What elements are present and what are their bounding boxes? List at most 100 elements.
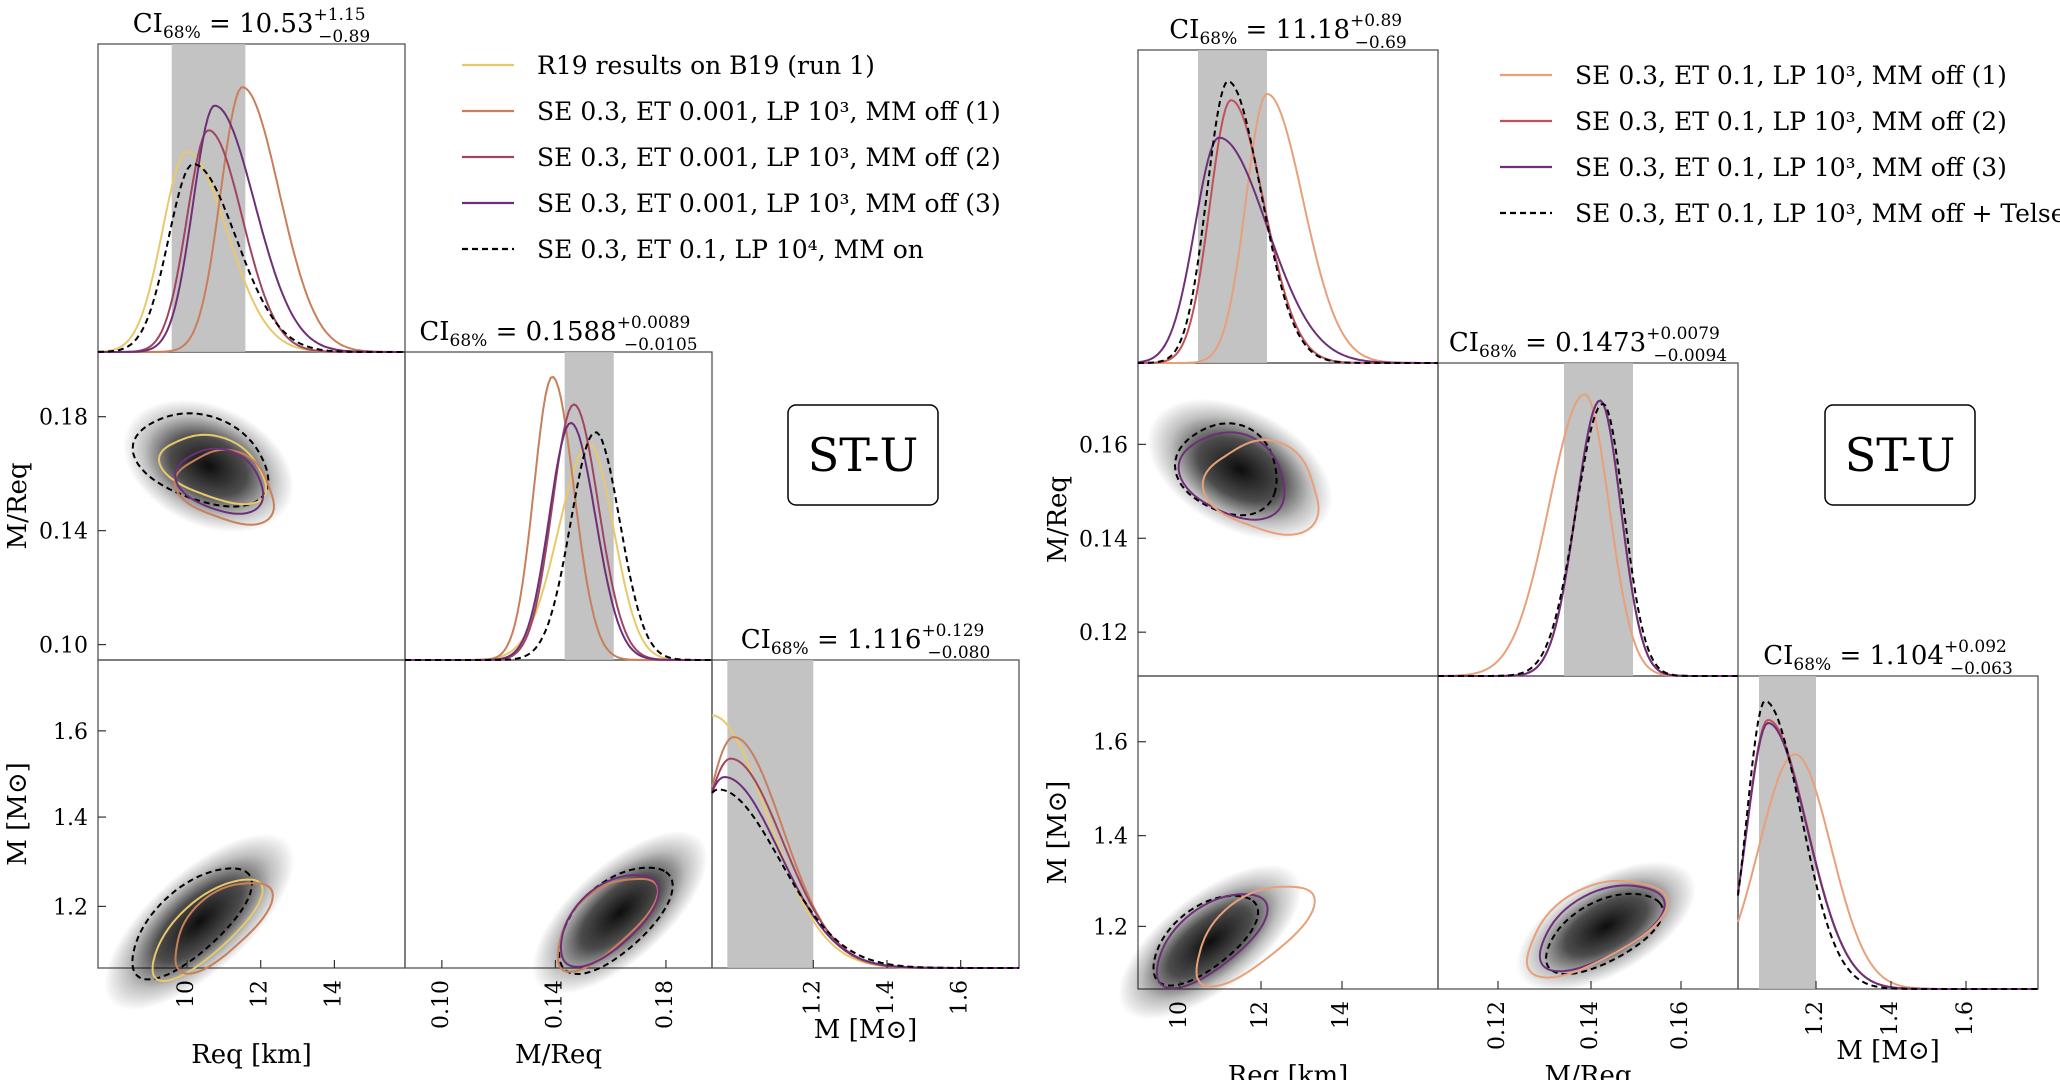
marginal-line <box>98 86 405 353</box>
y-tick-label: 0.14 <box>39 520 88 545</box>
contour-line <box>556 877 660 973</box>
axes-box <box>711 659 1020 969</box>
badge-label: ST-U <box>808 428 919 482</box>
marginal-line <box>98 129 405 353</box>
badge-box <box>1824 404 1976 506</box>
y-tick-label: 1.2 <box>1093 915 1128 940</box>
y-tick-label: 1.6 <box>1093 731 1128 756</box>
y-axis-label-m: M [M⊙] <box>1043 781 1073 885</box>
axes-box <box>1737 675 2039 990</box>
contour-line <box>558 866 674 976</box>
y-tick-label: 1.6 <box>53 720 88 745</box>
ci-label-req: CI68% = 11.18+0.89 −0.69 <box>1169 11 1406 53</box>
marginal-line <box>405 375 712 661</box>
contour-line <box>173 448 275 526</box>
legend-label: R19 results on B19 (run 1) <box>537 51 875 80</box>
y-axis-label-m: M [M⊙] <box>3 762 33 866</box>
contour-line <box>174 447 265 515</box>
x-axis-label-mr: M/Req <box>1545 1061 1632 1080</box>
axes-box <box>404 351 713 661</box>
legend-label: SE 0.3, ET 0.1, LP 10⁴, MM on <box>537 235 924 264</box>
ci-band <box>564 352 614 660</box>
contour-line <box>1177 431 1286 521</box>
x-tick-label: 14 <box>321 980 346 1008</box>
x-tick-label: 0.16 <box>1668 1001 1693 1050</box>
ci-band <box>1198 50 1267 363</box>
x-tick-label: 0.14 <box>542 980 567 1029</box>
y-tick-label: 1.2 <box>53 895 88 920</box>
x-tick-label: 10 <box>174 980 199 1008</box>
x-tick-label: 14 <box>1329 1001 1354 1029</box>
x-tick-label: 12 <box>248 980 273 1008</box>
legend-label: SE 0.3, ET 0.1, LP 10³, MM off + Telse <box>1575 199 2060 228</box>
x-axis-label-m: M [M⊙] <box>1836 1036 1940 1066</box>
badge-box <box>787 404 939 506</box>
contour-line <box>1201 438 1320 536</box>
marginal-line <box>1138 80 1438 364</box>
x-tick-label: 1.4 <box>874 980 899 1015</box>
x-tick-label: 10 <box>1167 1001 1192 1029</box>
marginal-line <box>1138 92 1438 364</box>
contour-line <box>131 867 254 981</box>
contour-line <box>1525 879 1669 979</box>
right-corner-plot: 10 12 14 0.12 0.14 0.16 1.2 1.4 1.6 0.12 0.14 0.16 1… <box>1043 11 2060 1080</box>
marginal-line <box>1737 721 2038 990</box>
x-tick-label: 1.4 <box>1878 1001 1903 1036</box>
y-tick-label: 0.14 <box>1079 527 1128 552</box>
contour-line <box>131 412 270 508</box>
contour-line <box>1155 893 1269 990</box>
x-tick-label: 0.14 <box>1578 1001 1603 1050</box>
x-axis-label-mr: M/Req <box>515 1040 602 1070</box>
contour-line <box>1173 422 1278 517</box>
y-axis-label-mr: M/Req <box>3 463 33 550</box>
marginal-line <box>98 104 405 353</box>
ci-label-req: CI68% = 10.53+1.15 −0.89 <box>133 5 370 47</box>
contour-line <box>1152 894 1260 987</box>
y-tick-label: 0.12 <box>1079 621 1128 646</box>
x-axis-label-m: M [M⊙] <box>814 1015 918 1045</box>
marginal-line <box>405 443 712 661</box>
axes-box <box>1137 49 1439 364</box>
marginal-line <box>405 421 712 661</box>
legend-label: SE 0.3, ET 0.001, LP 10³, MM off (1) <box>537 97 1001 126</box>
left-corner-plot: 10 12 14 0.10 0.14 0.18 1.2 1.4 1.6 0.10 0.14 0.18 1… <box>3 5 1020 1070</box>
ci-band <box>1759 676 1816 989</box>
legend-label: SE 0.3, ET 0.1, LP 10³, MM off (3) <box>1575 153 2007 182</box>
ci-band <box>171 44 246 352</box>
density-blob <box>104 833 295 1011</box>
y-axis-label-mr: M/Req <box>1043 476 1073 563</box>
density-blob <box>1147 398 1333 541</box>
marginal-line <box>711 788 1019 969</box>
ci-label-m: CI68% = 1.104+0.092 −0.063 <box>1763 637 2013 679</box>
y-tick-label: 0.18 <box>39 406 88 431</box>
legend-label: SE 0.3, ET 0.001, LP 10³, MM off (2) <box>537 143 1001 172</box>
x-tick-label: 0.10 <box>429 980 454 1029</box>
contour-line <box>1544 892 1665 976</box>
x-tick-label: 1.2 <box>800 980 825 1015</box>
contour-line <box>157 433 268 506</box>
density-blob <box>532 830 708 995</box>
legend-label: SE 0.3, ET 0.1, LP 10³, MM off (1) <box>1575 61 2007 90</box>
contour-line <box>560 874 660 968</box>
contour-line <box>1195 885 1316 988</box>
ci-label-m: CI68% = 1.116+0.129 −0.080 <box>741 621 991 663</box>
density-blob <box>1118 864 1302 1020</box>
contour-line <box>151 878 264 983</box>
density-blob <box>1516 861 1696 992</box>
marginal-line <box>1137 136 1438 364</box>
x-tick-label: 1.6 <box>1953 1001 1978 1036</box>
legend-label: SE 0.3, ET 0.001, LP 10³, MM off (3) <box>537 189 1001 218</box>
legend-label: SE 0.3, ET 0.1, LP 10³, MM off (2) <box>1575 107 2007 136</box>
y-tick-label: 1.4 <box>53 806 88 831</box>
x-tick-label: 12 <box>1248 1001 1273 1029</box>
x-tick-label: 1.2 <box>1803 1001 1828 1036</box>
badge-label: ST-U <box>1845 428 1956 482</box>
marginal-line <box>97 163 405 353</box>
x-tick-label: 1.6 <box>948 980 973 1015</box>
x-tick-label: 0.18 <box>653 980 678 1029</box>
ci-label-mr: CI68% = 0.1473+0.0079 −0.0094 <box>1449 324 1727 366</box>
y-tick-label: 0.10 <box>39 634 88 659</box>
marginal-line <box>405 431 712 661</box>
density-blob <box>123 399 294 533</box>
